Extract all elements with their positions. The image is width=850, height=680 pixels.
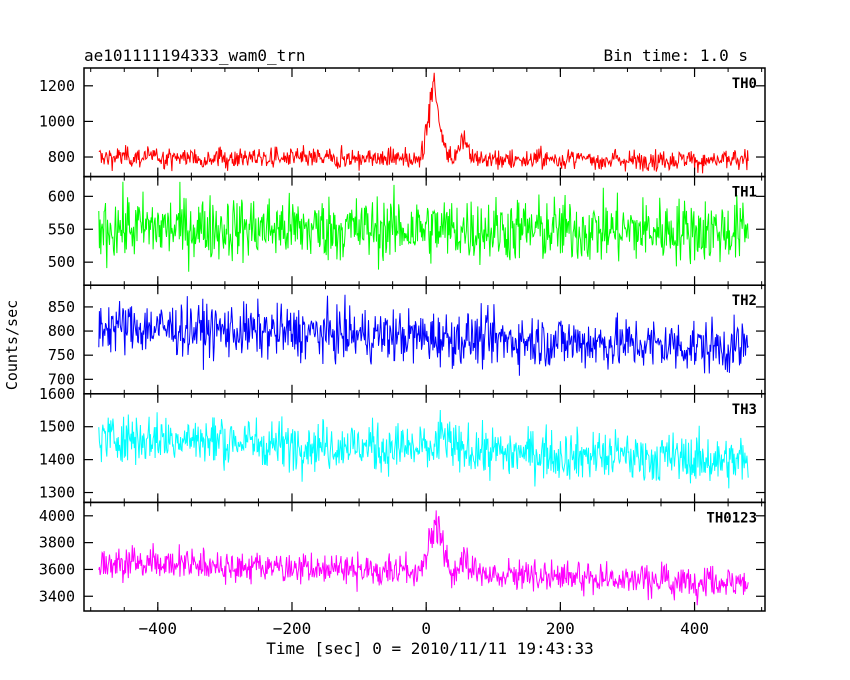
y-tick-label: 700 bbox=[48, 370, 75, 388]
y-tick-label: 600 bbox=[48, 187, 75, 205]
x-tick-label: 0 bbox=[421, 619, 431, 638]
y-tick-label: 750 bbox=[48, 346, 75, 364]
panel-label-th0123: TH0123 bbox=[706, 510, 757, 526]
series-th3-line bbox=[98, 409, 749, 489]
y-tick-label: 1200 bbox=[39, 77, 75, 95]
panel-frame-th0123 bbox=[83, 501, 766, 612]
y-tick-label: 1300 bbox=[39, 484, 75, 502]
y-tick-label: 3800 bbox=[39, 534, 75, 552]
y-tick-label: 4000 bbox=[39, 507, 75, 525]
series-th0123-line bbox=[98, 510, 749, 606]
y-tick-label: 500 bbox=[48, 253, 75, 271]
y-tick-label: 850 bbox=[48, 298, 75, 316]
panel-label-th0: TH0 bbox=[732, 76, 757, 92]
y-axis-label: Counts/sec bbox=[3, 300, 21, 390]
panels-group: TH0 800 1000 1200 TH1 500 550 600 TH2 700 750 800 85… bbox=[39, 67, 766, 638]
x-axis-label: Time [sec] 0 = 2010/11/11 19:43:33 bbox=[266, 639, 594, 658]
y-tick-label: 1500 bbox=[39, 418, 75, 436]
series-th2-line bbox=[98, 294, 749, 376]
y-tick-label: 800 bbox=[48, 148, 75, 166]
panel-label-th3: TH3 bbox=[732, 402, 757, 418]
y-tick-label: 3600 bbox=[39, 560, 75, 578]
y-tick-label: 1400 bbox=[39, 451, 75, 469]
x-tick-label: 400 bbox=[680, 619, 709, 638]
series-th1-line bbox=[98, 181, 749, 272]
x-tick-label: 200 bbox=[546, 619, 575, 638]
y-tick-label: 550 bbox=[48, 220, 75, 238]
y-tick-label: 1000 bbox=[39, 112, 75, 130]
chart-title-left: ae101111194333_wam0_trn bbox=[84, 46, 306, 65]
y-tick-label: 3400 bbox=[39, 587, 75, 605]
y-tick-label: 800 bbox=[48, 322, 75, 340]
x-tick-label: −400 bbox=[139, 619, 178, 638]
series-th0-line bbox=[98, 72, 749, 174]
panel-label-th1: TH1 bbox=[732, 185, 757, 201]
chart-title-right: Bin time: 1.0 s bbox=[604, 46, 749, 65]
y-tick-label: 1600 bbox=[39, 385, 75, 403]
x-tick-label: −200 bbox=[273, 619, 312, 638]
panel-label-th2: TH2 bbox=[732, 293, 757, 309]
